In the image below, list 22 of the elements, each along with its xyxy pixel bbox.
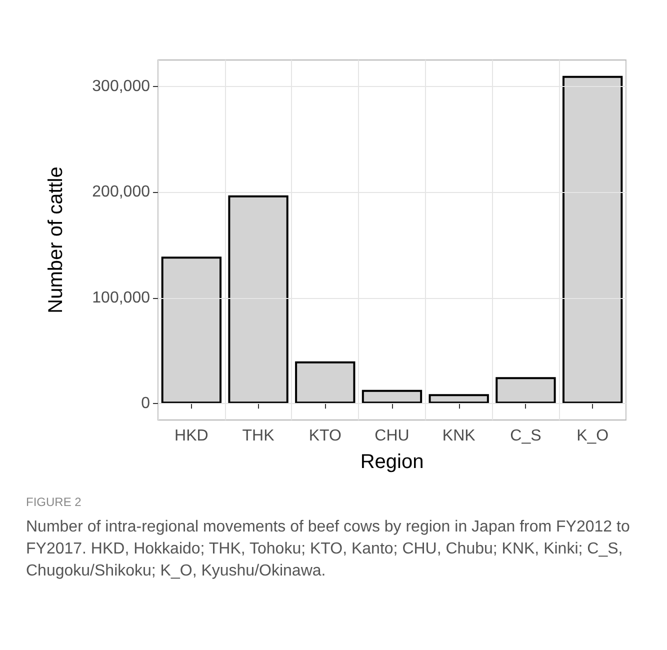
bar: [496, 377, 556, 404]
bar: [161, 256, 222, 404]
y-tick-label: 0: [141, 395, 150, 412]
y-axis-title: Number of cattle: [45, 166, 67, 314]
bar: [362, 390, 422, 404]
bar: [295, 361, 356, 404]
y-tick-label: 100,000: [92, 289, 150, 306]
bar: [228, 195, 288, 404]
text: Number of intra-regional movements of beef cows by region in Japan from FY2012 to FY2017. HKD, Hokkaido; THK, Tohoku; KTO, Kanto; CHU, Chubu; KNK, Kinki; C_S, Chugoku/Shikoku; K_O, Kyushu/Okinawa.: [26, 518, 634, 580]
x-axis-title: Region: [360, 451, 424, 473]
bar: [428, 394, 489, 404]
caption: FIGURE 2: [26, 495, 82, 509]
x-tick-label: C_S: [510, 428, 542, 444]
bar: [562, 76, 623, 404]
y-tick-label: 300,000: [92, 78, 150, 95]
x-tick-label: CHU: [374, 428, 410, 444]
y-tick-label: 200,000: [92, 184, 150, 201]
x-tick-label: HKD: [174, 428, 208, 444]
x-tick-label: THK: [242, 428, 275, 444]
x-tick-label: KTO: [308, 428, 342, 444]
x-tick-label: KNK: [442, 428, 476, 444]
x-tick-label: K_O: [576, 428, 609, 444]
